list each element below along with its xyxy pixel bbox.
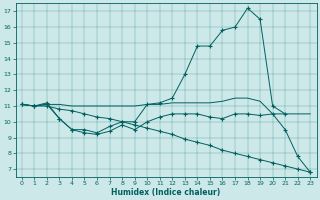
X-axis label: Humidex (Indice chaleur): Humidex (Indice chaleur) bbox=[111, 188, 221, 197]
